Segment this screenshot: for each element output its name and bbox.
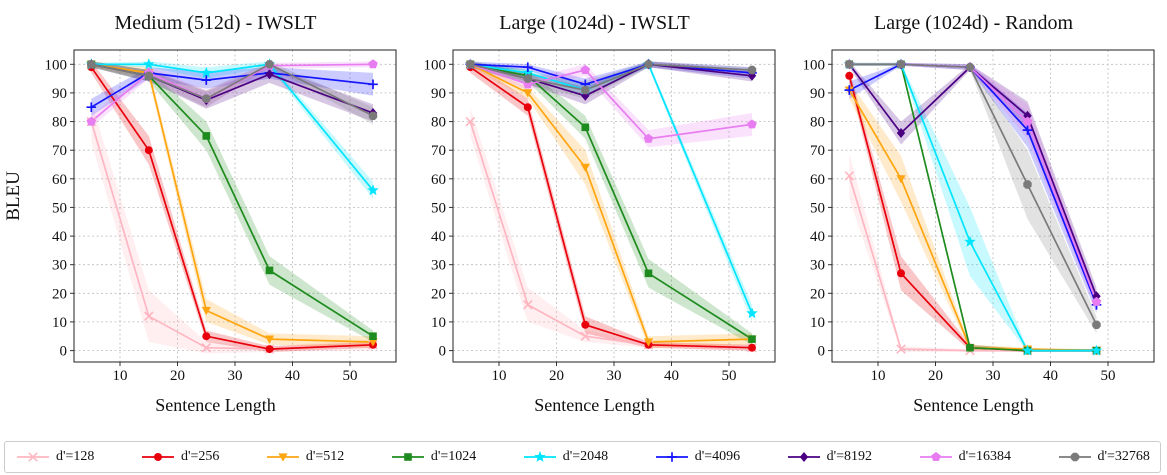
y-axis-label: BLEU: [3, 171, 25, 221]
svg-text:30: 30: [810, 258, 825, 274]
panel-title: Large (1024d) - Random: [873, 12, 1074, 34]
svg-text:10: 10: [431, 315, 446, 331]
svg-text:90: 90: [52, 86, 67, 102]
legend-swatch: [266, 453, 299, 462]
svg-text:20: 20: [52, 286, 67, 302]
legend-label: d'=1024: [430, 449, 477, 464]
legend-swatch: [919, 452, 952, 461]
svg-text:90: 90: [810, 86, 825, 102]
svg-text:50: 50: [1100, 368, 1115, 384]
svg-text:30: 30: [606, 368, 621, 384]
svg-text:40: 40: [285, 368, 300, 384]
svg-text:80: 80: [810, 115, 825, 131]
legend-item: d'=16384: [918, 449, 1011, 465]
svg-text:60: 60: [810, 172, 825, 188]
legend-item: d'=2048: [522, 449, 608, 465]
legend-item: d'=256: [140, 449, 219, 465]
x-axis-label: Sentence Length: [155, 395, 276, 415]
svg-text:20: 20: [928, 368, 943, 384]
legend-item: d'=1024: [390, 449, 476, 465]
svg-text:60: 60: [52, 172, 67, 188]
legend-item: d'=512: [265, 449, 344, 465]
legend-swatch: [1058, 452, 1091, 462]
legend-label: d'=4096: [694, 449, 741, 464]
legend-label: d'=256: [180, 449, 220, 464]
svg-text:70: 70: [431, 143, 446, 159]
y-axis-label-column: BLEU: [2, 6, 26, 438]
x-axis-label: Sentence Length: [913, 395, 1034, 415]
legend: d'=128 d'=256 d'=512 d'=1024 d'=2048 d'=4096 d…: [4, 441, 1161, 473]
svg-text:30: 30: [227, 368, 242, 384]
svg-text:0: 0: [817, 344, 825, 360]
svg-text:100: 100: [423, 57, 446, 73]
legend-label: d'=32768: [1097, 449, 1150, 464]
svg-text:10: 10: [810, 315, 825, 331]
plot-svg-0: 10 20 30 40 50 0 10 20 30 40 50 60 70 80 90 100: [44, 49, 396, 384]
svg-text:50: 50: [431, 200, 446, 216]
legend-item: d'=8192: [786, 449, 872, 465]
svg-text:10: 10: [52, 315, 67, 331]
legend-item: d'=128: [15, 449, 94, 465]
svg-text:80: 80: [52, 115, 67, 131]
legend-swatch: [141, 453, 174, 461]
legend-item: d'=32768: [1057, 449, 1150, 465]
svg-text:40: 40: [431, 229, 446, 245]
svg-text:70: 70: [52, 143, 67, 159]
svg-text:20: 20: [431, 286, 446, 302]
svg-text:30: 30: [985, 368, 1000, 384]
svg-text:50: 50: [721, 368, 736, 384]
svg-text:10: 10: [870, 368, 885, 384]
legend-label: d'=128: [56, 449, 95, 464]
svg-text:40: 40: [1043, 368, 1058, 384]
svg-text:0: 0: [59, 344, 67, 360]
svg-text:30: 30: [431, 258, 446, 274]
svg-text:80: 80: [431, 115, 446, 131]
plot-svg-2: 10 20 30 40 50 0 10 20 30 40 50 60 70 80 90 100: [802, 49, 1154, 384]
legend-item: d'=4096: [654, 449, 740, 465]
svg-text:40: 40: [810, 229, 825, 245]
svg-text:90: 90: [431, 86, 446, 102]
svg-text:10: 10: [112, 368, 127, 384]
plots-row: BLEU Medium (512d) - IWSLT 10 20 30 40 50 0 10…: [2, 6, 1163, 438]
x-axis-label: Sentence Length: [534, 395, 655, 415]
svg-text:20: 20: [170, 368, 185, 384]
svg-text:50: 50: [342, 368, 357, 384]
legend-label: d'=16384: [958, 449, 1011, 464]
legend-swatch: [523, 451, 556, 462]
svg-text:10: 10: [491, 368, 506, 384]
legend-swatch: [17, 452, 49, 462]
legend-swatch: [787, 452, 820, 462]
legend-swatch: [391, 453, 424, 461]
svg-text:100: 100: [44, 57, 67, 73]
svg-text:40: 40: [664, 368, 679, 384]
panel-title: Large (1024d) - IWSLT: [499, 12, 690, 34]
svg-text:50: 50: [810, 200, 825, 216]
panel-medium-iwslt: Medium (512d) - IWSLT 10 20 30 40 50 0 10 20 30 4…: [26, 6, 405, 438]
svg-text:70: 70: [810, 143, 825, 159]
panel-title: Medium (512d) - IWSLT: [114, 12, 317, 34]
panel-large-random: Large (1024d) - Random 10 20 30 40 50 0 10 20 30…: [784, 6, 1163, 438]
svg-text:60: 60: [431, 172, 446, 188]
legend-swatch: [655, 452, 688, 462]
svg-text:30: 30: [52, 258, 67, 274]
legend-label: d'=8192: [826, 449, 873, 464]
svg-text:20: 20: [810, 286, 825, 302]
plot-svg-1: 10 20 30 40 50 0 10 20 30 40 50 60 70 80 90 100: [423, 49, 775, 384]
legend-label: d'=2048: [562, 449, 609, 464]
svg-text:50: 50: [52, 200, 67, 216]
svg-text:40: 40: [52, 229, 67, 245]
panel-large-iwslt: Large (1024d) - IWSLT 10 20 30 40 50 0 10 20 30 4…: [405, 6, 784, 438]
svg-text:100: 100: [802, 57, 825, 73]
legend-label: d'=512: [305, 449, 345, 464]
svg-text:0: 0: [438, 344, 446, 360]
svg-text:20: 20: [549, 368, 564, 384]
